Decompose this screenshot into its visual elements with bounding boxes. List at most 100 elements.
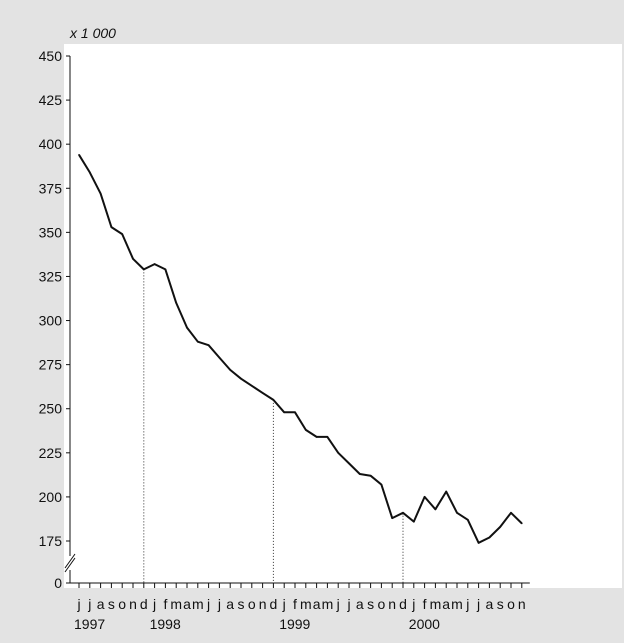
y-tick-label: 250 (39, 401, 63, 417)
data-point (153, 263, 156, 265)
x-tick-label: d (399, 596, 407, 612)
y-tick-label: 350 (39, 224, 63, 240)
x-tick-label: d (270, 596, 278, 612)
x-tick-label: f (293, 596, 297, 612)
series-layer (78, 154, 523, 544)
data-point (499, 526, 502, 528)
y-tick-label: 300 (39, 313, 63, 329)
x-tick-label: m (322, 596, 334, 612)
y-tick-label: 400 (39, 136, 63, 152)
data-point (143, 268, 145, 271)
x-year-label: 1998 (150, 616, 181, 632)
x-tick-label: j (476, 596, 480, 612)
x-tick-label: m (300, 596, 312, 612)
x-tick-label: a (313, 596, 321, 612)
y-tick-label: 375 (39, 180, 63, 196)
data-point (434, 508, 437, 511)
data-point (521, 522, 523, 525)
data-point (229, 369, 231, 371)
data-point (467, 519, 469, 521)
x-tick-label: n (129, 596, 137, 612)
data-point (186, 326, 188, 329)
data-point (132, 258, 134, 260)
x-tick-label: a (356, 596, 364, 612)
data-point (251, 385, 253, 387)
x-tick-label: o (378, 596, 386, 612)
x-tick-label: o (507, 596, 515, 612)
y-axis-break-icon (64, 553, 76, 573)
x-tick-label: s (497, 596, 504, 612)
data-point (413, 520, 415, 523)
year-separators (143, 269, 404, 583)
data-point (315, 436, 318, 438)
data-point (164, 268, 167, 271)
x-tick-label: a (226, 596, 234, 612)
x-tick-label: f (163, 596, 167, 612)
data-point (477, 542, 480, 544)
x-tick-label: n (518, 596, 526, 612)
series-line (78, 154, 523, 544)
x-year-label: 1997 (74, 616, 105, 632)
data-point (240, 377, 242, 380)
x-tick-label: s (238, 596, 245, 612)
data-point (78, 154, 80, 156)
unit-label: x 1 000 (69, 25, 116, 41)
y-tick-label: 0 (54, 575, 62, 591)
data-point (510, 512, 512, 514)
x-tick-label: j (87, 596, 91, 612)
x-tick-label: m (170, 596, 182, 612)
x-tick-label: j (346, 596, 350, 612)
x-tick-label: j (282, 596, 286, 612)
x-tick-label: f (423, 596, 427, 612)
data-point (337, 452, 340, 454)
data-point (110, 226, 113, 228)
x-tick-label: j (336, 596, 340, 612)
data-point (175, 302, 177, 304)
y-tick-label: 175 (39, 533, 63, 549)
data-point (402, 512, 404, 514)
data-point (89, 171, 91, 174)
data-point (283, 411, 286, 414)
data-point (488, 536, 491, 539)
plot-area (64, 44, 622, 588)
data-point (423, 496, 426, 498)
x-tick-label: s (367, 596, 374, 612)
x-tick-label: s (108, 596, 115, 612)
y-tick-label: 200 (39, 489, 63, 505)
data-point (456, 512, 458, 514)
y-tick-label: 225 (39, 445, 63, 461)
x-tick-label: m (451, 596, 463, 612)
x-tick-label: a (486, 596, 494, 612)
data-point (207, 344, 210, 347)
x-tick-label: j (411, 596, 415, 612)
data-point (369, 474, 372, 477)
x-tick-label: j (206, 596, 210, 612)
x-tick-label: a (183, 596, 191, 612)
data-point (121, 233, 123, 235)
y-tick-label: 325 (39, 268, 63, 284)
data-point (326, 436, 329, 438)
x-tick-label: j (217, 596, 221, 612)
x-year-label: 1999 (279, 616, 310, 632)
data-point (391, 517, 394, 519)
data-point (294, 411, 296, 414)
x-tick-label: m (430, 596, 442, 612)
data-point (348, 462, 350, 465)
x-tick-label: a (442, 596, 450, 612)
x-tick-label: o (248, 596, 256, 612)
y-tick-label: 275 (39, 357, 63, 373)
x-tick-label: n (388, 596, 396, 612)
x-tick-label: d (140, 596, 148, 612)
x-year-label: 2000 (409, 616, 440, 632)
data-point (445, 490, 448, 493)
data-point (99, 192, 102, 195)
data-point (305, 429, 307, 431)
x-tick-label: n (259, 596, 267, 612)
data-point (218, 356, 221, 359)
data-point (261, 392, 264, 394)
x-tick-label: m (192, 596, 204, 612)
data-point (272, 399, 275, 401)
y-tick-label: 425 (39, 92, 63, 108)
